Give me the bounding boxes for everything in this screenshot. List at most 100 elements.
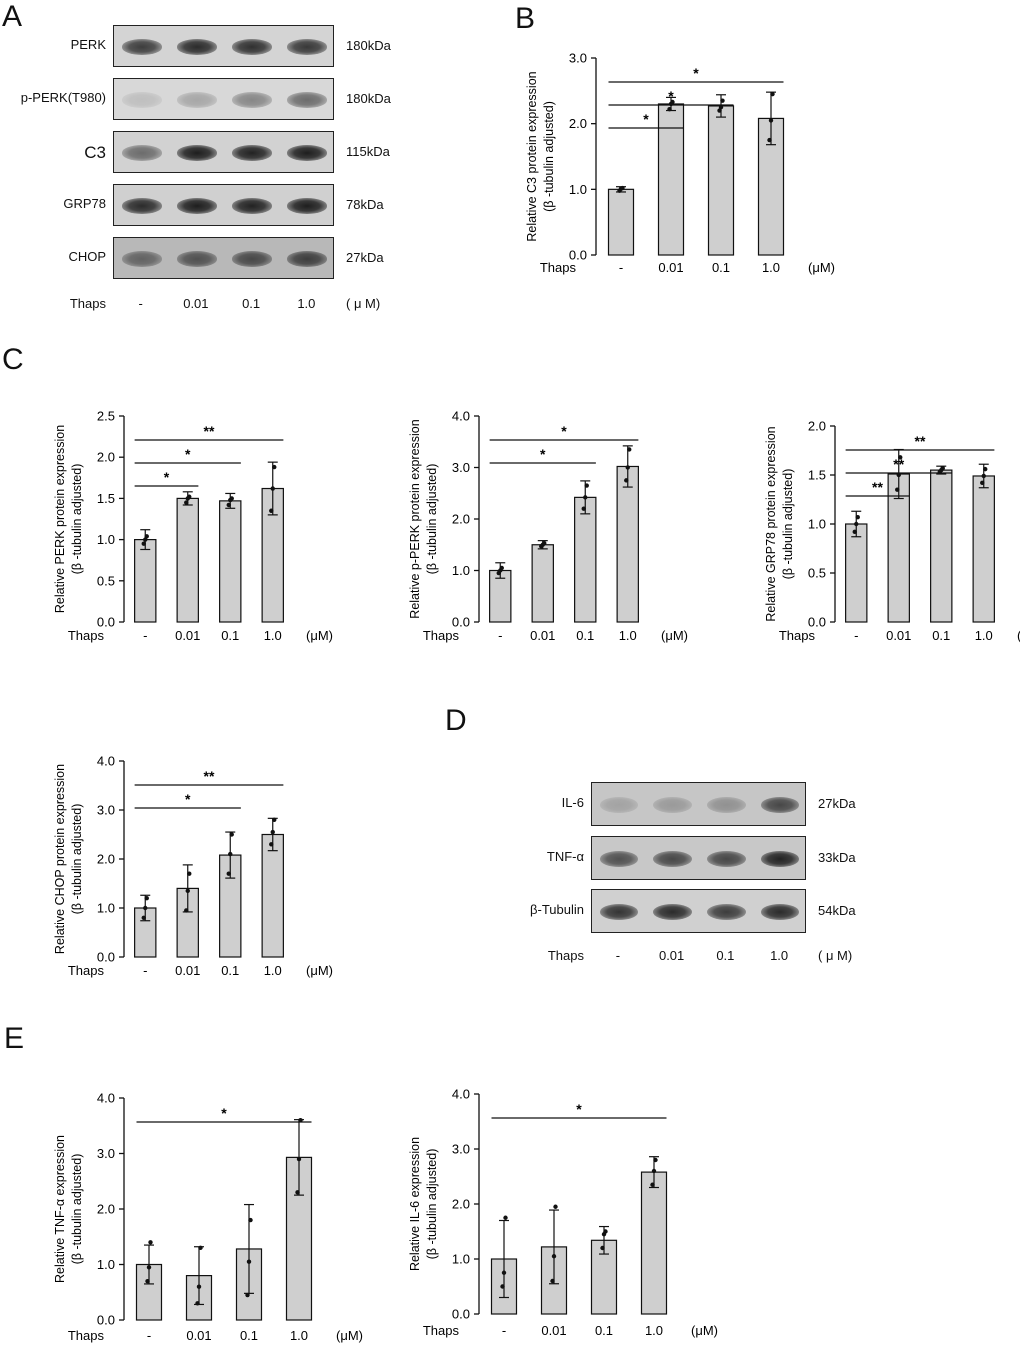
data-point [981,473,986,479]
blot-strip [591,782,806,826]
x-tick-label: - [147,1328,151,1343]
significance-marker: ** [204,768,215,784]
blot-band [653,904,692,920]
y-axis-label: Relative IL-6 expression [408,1137,422,1271]
x-tick-label: - [502,1323,506,1338]
blot-band [121,251,162,267]
bar [607,188,635,256]
blot-row-label: IL-6 [561,795,584,810]
x-tick-label: 0.1 [221,963,239,978]
x-tick-label: 0.1 [240,1328,258,1343]
data-point [550,1278,555,1284]
significance-marker: ** [204,423,215,439]
y-tick-label: 4.0 [452,409,470,424]
y-tick-label: 4.0 [452,1087,470,1102]
x-unit-label: (μM) [661,628,688,643]
data-point [298,1118,303,1123]
data-point [500,1284,505,1289]
data-point [624,478,629,483]
data-point [146,1265,152,1270]
data-point [896,472,901,478]
data-point [185,888,190,894]
data-point [768,118,774,123]
blot-band [653,797,692,813]
x-tick-label: 0.01 [530,628,555,643]
data-point [229,832,234,837]
chart-chop-expression: 0.0 1.0 2.0 3.0 4.0 Relative CHOP protein exp… [53,754,333,979]
y-tick-label: 0.0 [452,1307,470,1322]
chart-grp78-expression: 0.0 0.5 1.0 1.5 2.0 Relative GRP78 protein ex… [764,419,1020,644]
x-prefix-label: Thaps [779,628,816,643]
data-point [226,502,231,508]
significance-marker: * [221,1105,227,1121]
x-tick-label: 0.01 [175,963,200,978]
x-unit-label: (μM) [808,260,835,275]
bar [531,544,554,623]
data-point [270,486,275,491]
y-tick-label: 3.0 [452,460,470,475]
x-unit-label: (μM) [306,963,333,978]
significance-marker: * [576,1101,582,1117]
data-point [551,1254,557,1259]
chart-pperk-expression: 0.0 1.0 2.0 3.0 4.0 Relative p-PERK protein e… [408,409,688,644]
x-tick-label: 1.0 [290,1328,308,1343]
data-point [296,1156,302,1162]
blot-band [599,904,639,920]
y-axis-label-sub: (β -tubulin adjusted) [70,1154,84,1265]
bar [707,105,735,256]
blot-band [707,851,746,867]
blot-band [176,145,217,161]
blot-strip [113,237,334,279]
y-axis-label-sub: (β -tubulin adjusted) [70,464,84,575]
data-point [228,851,233,857]
x-unit-label: (μM) [691,1323,718,1338]
panel-label-c: C [2,343,24,376]
data-point [145,1278,150,1284]
bar [616,465,639,623]
bar [574,496,597,623]
lane-label: 0.1 [716,948,735,963]
bar [176,497,199,623]
data-point [269,508,274,513]
y-tick-label: 0.0 [97,950,115,965]
data-point [501,1270,507,1275]
y-axis-label-sub: (β -tubulin adjusted) [781,469,795,580]
blot-row-label: C3 [84,143,106,162]
lane-label: 0.1 [242,296,261,311]
data-point [770,91,775,97]
y-tick-label: 3.0 [97,803,115,818]
thaps-label: Thaps [69,296,106,311]
data-point [226,871,231,876]
blot-band [653,851,692,867]
blot-band [232,198,272,214]
x-tick-label: - [143,628,147,643]
y-tick-label: 2.0 [97,852,115,867]
data-point [141,915,146,920]
x-unit-label: (μM) [1017,628,1020,643]
x-tick-label: 1.0 [762,260,780,275]
data-point [143,537,148,542]
y-tick-label: 0.5 [808,566,826,581]
y-tick-label: 1.0 [569,182,587,197]
y-axis-label: Relative CHOP protein expression [53,764,67,954]
blot-strip [113,25,334,67]
y-tick-label: 1.5 [808,468,826,483]
blot-row-mw: 180kDa [346,38,391,53]
data-point [620,185,625,191]
data-point [854,521,859,527]
data-point [581,506,586,511]
significance-marker: ** [893,456,904,472]
data-point [667,107,672,112]
data-point [141,541,146,546]
y-tick-label: 2.0 [808,419,826,434]
significance-marker: * [540,446,546,462]
y-tick-label: 1.0 [97,1257,115,1272]
blot-band [287,92,328,108]
significance-marker: * [185,791,191,807]
lane-label: - [138,296,143,311]
y-axis-label-sub: (β -tubulin adjusted) [425,464,439,575]
data-point [248,1217,253,1223]
blot-band [287,251,328,267]
blot-row-mw: 54kDa [818,903,856,918]
